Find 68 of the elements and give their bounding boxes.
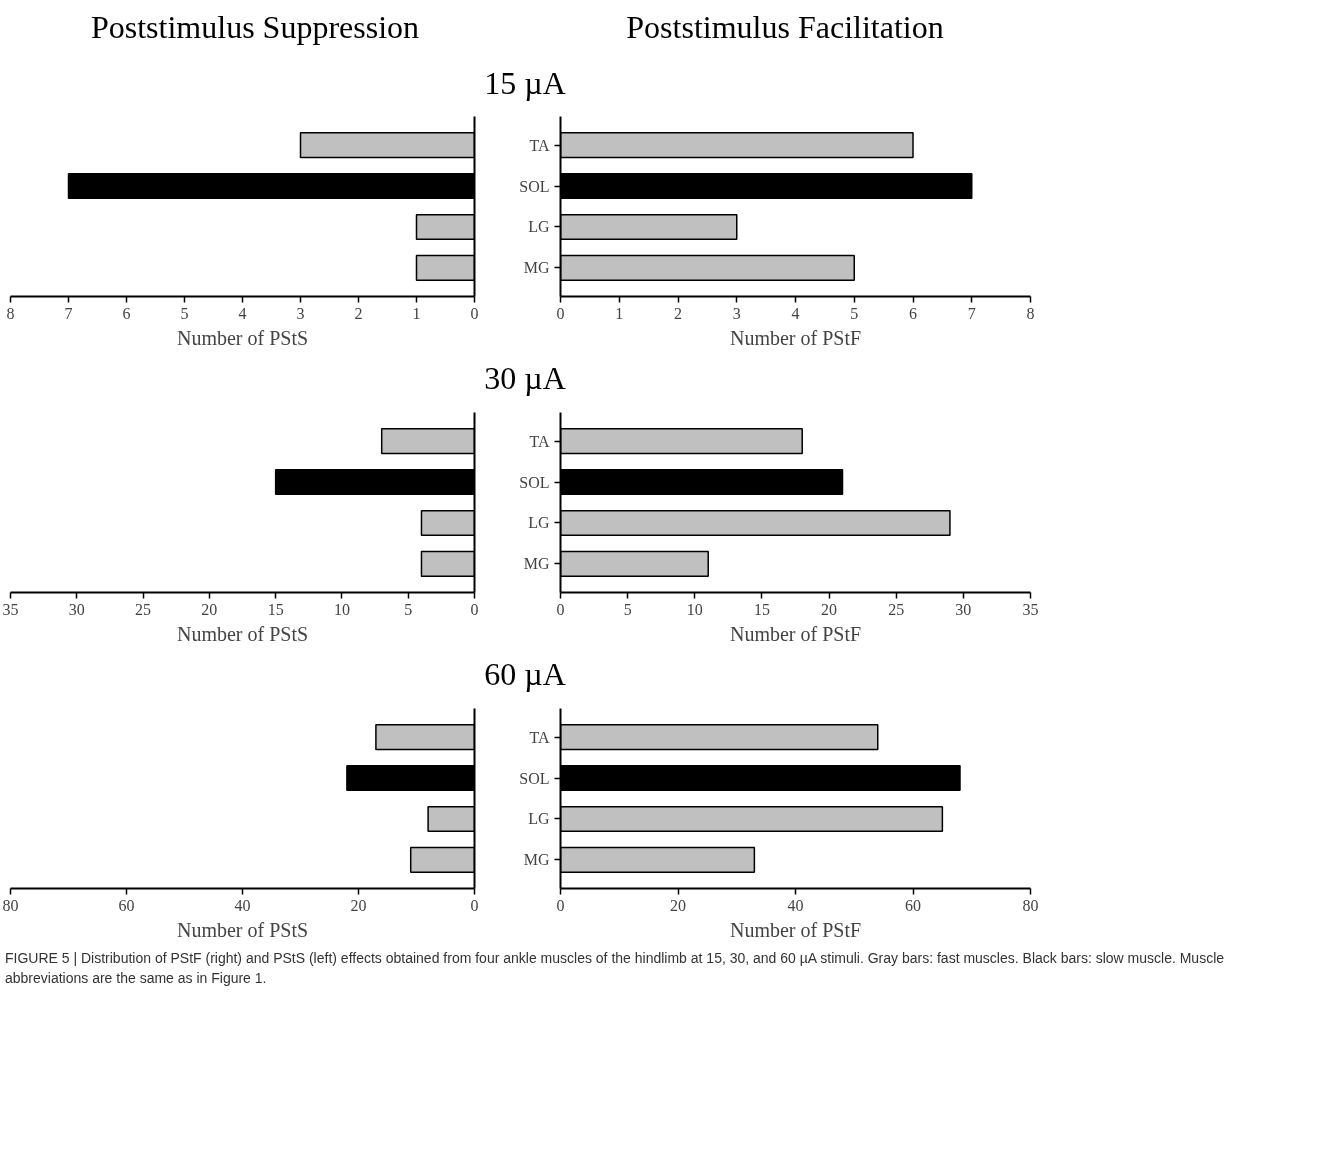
x-axis-title: Number of PStF — [729, 622, 862, 645]
y-tick-label: MG — [523, 555, 550, 573]
x-tick-label: 40 — [234, 896, 251, 914]
chart-subtitle: 60 µA — [484, 655, 566, 695]
x-tick-label: 60 — [118, 896, 135, 914]
x-tick-label: 30 — [68, 600, 85, 618]
chart-title: Poststimulus Suppression — [90, 8, 420, 47]
y-tick-label: MG — [523, 851, 550, 869]
x-tick-label: 60 — [905, 896, 921, 914]
x-tick-label: 20 — [670, 896, 686, 914]
x-tick-label: 35 — [1022, 600, 1039, 618]
x-tick-label: 25 — [888, 600, 905, 618]
x-tick-label: 0 — [470, 304, 479, 322]
x-tick-label: 1 — [615, 304, 624, 322]
x-tick-label: 4 — [791, 304, 800, 322]
y-tick-label: TA — [529, 137, 550, 155]
x-axis-title: Number of PStS — [176, 622, 309, 645]
y-tick-label: LG — [528, 514, 550, 532]
x-tick-label: 6 — [122, 304, 131, 322]
x-tick-label: 0 — [470, 896, 479, 914]
x-tick-label: 7 — [967, 304, 976, 322]
x-tick-label: 7 — [64, 304, 73, 322]
x-axis-title: Number of PStS — [176, 326, 309, 349]
x-axis-title: Number of PStF — [729, 918, 862, 941]
x-tick-label: 6 — [909, 304, 917, 322]
x-tick-label: 20 — [821, 600, 838, 618]
x-tick-label: 30 — [955, 600, 972, 618]
y-tick-label: TA — [529, 432, 550, 450]
x-axis-title: Number of PStS — [176, 918, 309, 941]
chart-subtitle: 15 µA — [484, 63, 566, 103]
x-tick-label: 5 — [623, 600, 632, 618]
x-tick-label: 8 — [6, 304, 15, 322]
x-tick-label: 15 — [267, 600, 284, 618]
x-tick-label: 2 — [674, 304, 682, 322]
x-tick-label: 0 — [556, 896, 565, 914]
y-tick-label: MG — [523, 259, 550, 277]
y-tick-label: LG — [528, 218, 550, 236]
x-tick-label: 20 — [350, 896, 367, 914]
x-tick-label: 0 — [470, 600, 479, 618]
x-tick-label: 5 — [404, 600, 413, 618]
y-tick-label: LG — [528, 810, 550, 828]
y-tick-label: TA — [529, 728, 550, 746]
x-tick-label: 80 — [1022, 896, 1039, 914]
x-tick-label: 40 — [787, 896, 804, 914]
x-tick-label: 4 — [238, 304, 247, 322]
x-tick-label: 15 — [753, 600, 770, 618]
chart-title: Poststimulus Facilitation — [626, 8, 944, 47]
chart-subtitle: 30 µA — [484, 359, 566, 399]
x-tick-label: 0 — [556, 304, 565, 322]
caption: FIGURE 5 | Distribution of PStF (right) and PStS (left) effects obtained from four ankle muscles of the hindlimb at 15, 30, and 60 µA stimuli. Gray bars: fast muscles. Black bars: slow muscle. Muscle abbreviations are the same as in Figure 1. — [5, 948, 1226, 988]
x-tick-label: 1 — [412, 304, 421, 322]
y-tick-label: SOL — [519, 473, 550, 491]
x-tick-label: 3 — [732, 304, 741, 322]
x-tick-label: 3 — [296, 304, 305, 322]
x-tick-label: 10 — [686, 600, 703, 618]
x-tick-label: 20 — [201, 600, 218, 618]
x-axis-title: Number of PStF — [729, 326, 862, 349]
x-tick-label: 5 — [180, 304, 189, 322]
x-tick-label: 0 — [556, 600, 565, 618]
x-tick-label: 2 — [354, 304, 363, 322]
x-tick-label: 80 — [2, 896, 19, 914]
y-tick-label: SOL — [519, 177, 550, 195]
x-tick-label: 8 — [1026, 304, 1035, 322]
y-tick-label: SOL — [519, 769, 550, 787]
x-tick-label: 10 — [333, 600, 350, 618]
x-tick-label: 35 — [2, 600, 19, 618]
x-tick-label: 25 — [135, 600, 152, 618]
x-tick-label: 5 — [850, 304, 859, 322]
